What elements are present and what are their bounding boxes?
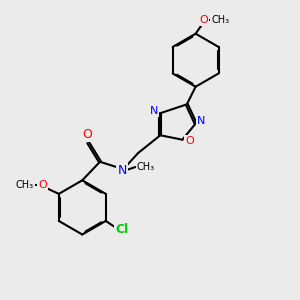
Text: N: N (197, 116, 206, 126)
Text: Cl: Cl (115, 223, 129, 236)
Text: CH₃: CH₃ (136, 162, 154, 172)
Text: CH₃: CH₃ (211, 15, 229, 26)
Text: O: O (185, 136, 194, 146)
Text: N: N (117, 164, 127, 177)
Text: O: O (82, 128, 92, 141)
Text: N: N (150, 106, 159, 116)
Text: CH₃: CH₃ (16, 180, 34, 190)
Text: O: O (200, 15, 208, 26)
Text: O: O (38, 180, 47, 190)
